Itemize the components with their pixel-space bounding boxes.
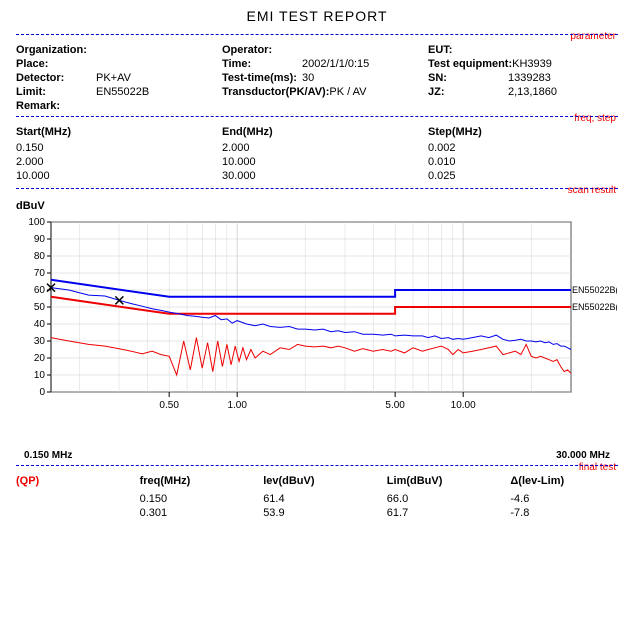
- param-place-label: Place:: [16, 58, 96, 70]
- svg-text:0: 0: [39, 387, 45, 398]
- sep-label-scanresult: scan result: [16, 185, 618, 196]
- freq-header-start: Start(MHz): [16, 126, 206, 138]
- final-cell: 61.7: [387, 507, 495, 519]
- svg-text:100: 100: [28, 217, 45, 228]
- svg-text:EN55022B(QP): EN55022B(QP): [572, 285, 617, 295]
- chart-svg: 0 10 20 30 40 50 60 70 80 90 100 0.50 1.00 5.00 10.00 E…: [17, 216, 617, 436]
- sep-freqstep: [16, 116, 618, 117]
- final-cell: 66.0: [387, 493, 495, 505]
- svg-text:20: 20: [34, 353, 46, 364]
- final-cell: 0.301: [140, 507, 248, 519]
- freq-header-step: Step(MHz): [428, 126, 618, 138]
- svg-text:30: 30: [34, 336, 46, 347]
- freq-cell: 10.000: [16, 170, 206, 182]
- param-detector-label: Detector:: [16, 72, 96, 84]
- param-remark-label: Remark:: [16, 100, 96, 112]
- y-unit-label: dBuV: [16, 200, 618, 212]
- svg-text:50: 50: [34, 302, 46, 313]
- freq-cell: 0.002: [428, 142, 618, 154]
- final-header-lev: lev(dBuV): [263, 475, 371, 487]
- freq-header-end: End(MHz): [222, 126, 412, 138]
- param-testtime-value: 30: [302, 72, 314, 84]
- param-jz-value: 2,13,1860: [508, 86, 557, 98]
- svg-text:10.00: 10.00: [451, 400, 476, 411]
- sep-label-finaltest: final test: [16, 462, 618, 473]
- param-testtime-label: Test-time(ms):: [222, 72, 302, 84]
- param-limit-value: EN55022B: [96, 86, 149, 98]
- freq-cell: 0.025: [428, 170, 618, 182]
- freq-cell: 2.000: [222, 142, 412, 154]
- svg-text:70: 70: [34, 268, 46, 279]
- param-testequip-label: Test equipment:: [428, 58, 512, 70]
- final-test-grid: (QP) freq(MHz) lev(dBuV) Lim(dBuV) Δ(lev…: [16, 475, 618, 519]
- final-header-delta: Δ(lev-Lim): [510, 475, 618, 487]
- freq-cell: 10.000: [222, 156, 412, 168]
- freq-step-grid: Start(MHz) 0.150 2.000 10.000 End(MHz) 2…: [16, 126, 618, 184]
- param-limit-label: Limit:: [16, 86, 96, 98]
- param-transductor-value: PK / AV: [329, 86, 366, 98]
- freq-cell: 0.010: [428, 156, 618, 168]
- final-cell: 0.150: [140, 493, 248, 505]
- param-eut-label: EUT:: [428, 44, 508, 56]
- svg-text:1.00: 1.00: [227, 400, 247, 411]
- param-testequip-value: KH3939: [512, 58, 552, 70]
- parameter-grid: Organization: Operator: EUT: Place: Time…: [16, 44, 618, 112]
- x-axis-low-label: 0.150 MHz: [24, 450, 72, 461]
- sep-label-freqstep: freq, step: [16, 113, 618, 124]
- final-header-freq: freq(MHz): [140, 475, 248, 487]
- sep-label-parameter: parameter: [16, 31, 618, 42]
- svg-text:EN55022B(AV): EN55022B(AV): [572, 302, 617, 312]
- svg-text:0.50: 0.50: [159, 400, 179, 411]
- param-detector-value: PK+AV: [96, 72, 131, 84]
- param-sn-label: SN:: [428, 72, 508, 84]
- param-organization-label: Organization:: [16, 44, 96, 56]
- sep-parameter: [16, 34, 618, 35]
- svg-text:90: 90: [34, 234, 46, 245]
- svg-text:5.00: 5.00: [385, 400, 405, 411]
- svg-text:80: 80: [34, 251, 46, 262]
- param-time-value: 2002/1/1/0:15: [302, 58, 369, 70]
- sep-finaltest: [16, 465, 618, 466]
- x-axis-high-label: 30.000 MHz: [556, 450, 610, 461]
- final-row-label: (QP): [16, 475, 124, 491]
- freq-cell: 2.000: [16, 156, 206, 168]
- final-header-lim: Lim(dBuV): [387, 475, 495, 487]
- freq-cell: 0.150: [16, 142, 206, 154]
- svg-text:40: 40: [34, 319, 46, 330]
- svg-text:60: 60: [34, 285, 46, 296]
- param-transductor-label: Transductor(PK/AV):: [222, 86, 329, 98]
- param-time-label: Time:: [222, 58, 302, 70]
- svg-text:10: 10: [34, 370, 46, 381]
- report-title: EMI TEST REPORT: [16, 8, 618, 24]
- final-cell: 61.4: [263, 493, 371, 505]
- param-jz-label: JZ:: [428, 86, 508, 98]
- freq-cell: 30.000: [222, 170, 412, 182]
- param-sn-value: 1339283: [508, 72, 551, 84]
- sep-scanresult: [16, 188, 618, 189]
- param-operator-label: Operator:: [222, 44, 302, 56]
- final-cell: 53.9: [263, 507, 371, 519]
- emi-chart: 0 10 20 30 40 50 60 70 80 90 100 0.50 1.00 5.00 10.00 E…: [17, 216, 617, 446]
- final-cell: -4.6: [510, 493, 618, 505]
- final-cell: -7.8: [510, 507, 618, 519]
